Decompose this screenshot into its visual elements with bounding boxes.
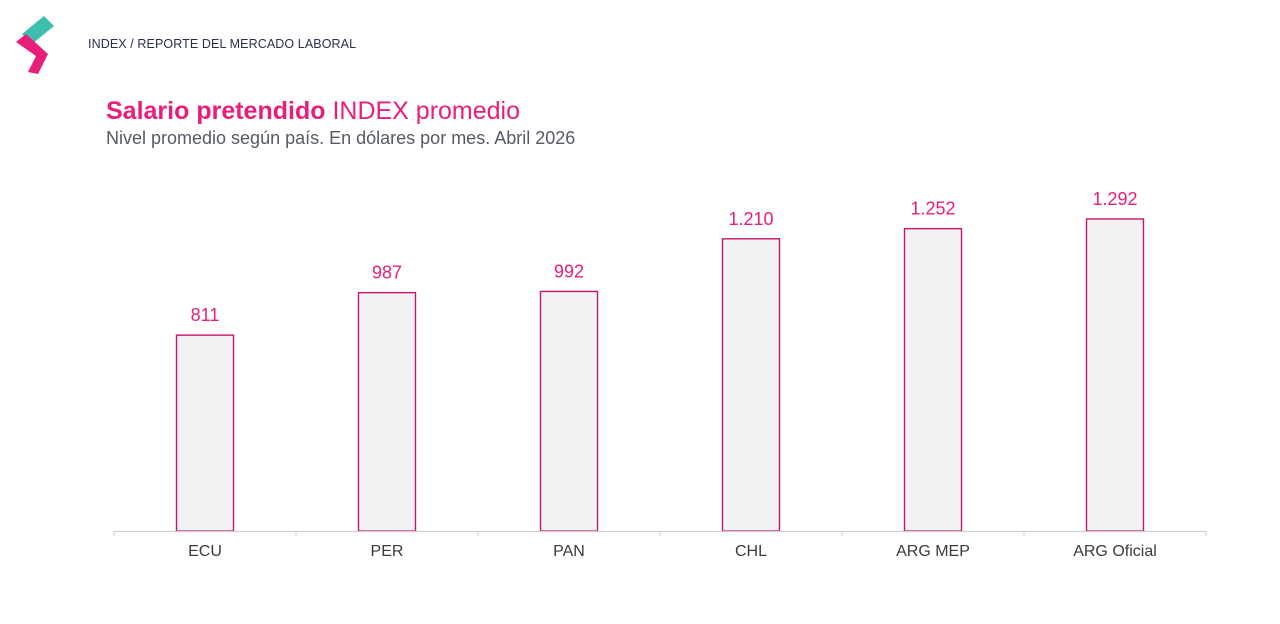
chart-title-rest: INDEX promedio [332,97,521,125]
chart-title-bold: Salario pretendido [106,97,326,125]
x-tick-label: ARG Oficial [1073,543,1157,560]
data-label: 1.252 [910,199,955,219]
data-label: 811 [191,305,220,325]
chart-subtitle: Nivel promedio según país. En dólares po… [106,128,576,148]
bar-chl [721,238,781,532]
bar-per [357,291,417,532]
bar-arg-mep [903,227,963,532]
x-tick-label: CHL [735,543,767,560]
data-label: 1.292 [1092,189,1137,209]
index-logo-icon [16,16,54,74]
x-tick-label: PAN [553,543,585,560]
chart-title: Salario pretendido INDEX promedio [106,97,520,126]
x-tick-label: ARG MEP [896,543,970,560]
data-label: 992 [554,261,584,281]
x-tick-label: ECU [188,543,222,560]
data-label: 987 [372,263,402,283]
logo-pink-chevron [16,34,48,74]
data-label: 1.210 [728,209,773,229]
bar-arg-oficial [1085,218,1145,532]
breadcrumb: INDEX / REPORTE DEL MERCADO LABORAL [88,37,357,51]
x-tick-label: PER [371,543,404,560]
logo-teal-chevron [22,16,54,44]
bar-ecu [175,334,235,532]
bar-pan [539,290,599,532]
